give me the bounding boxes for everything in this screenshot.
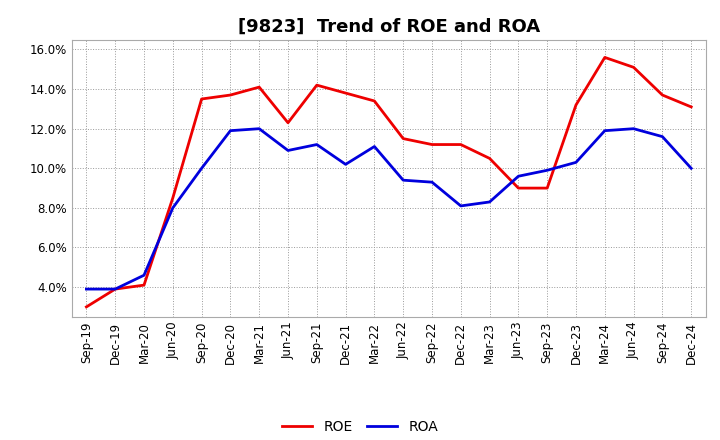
ROE xyxy=(514,186,523,191)
ROE xyxy=(428,142,436,147)
ROA xyxy=(543,168,552,173)
Title: [9823]  Trend of ROE and ROA: [9823] Trend of ROE and ROA xyxy=(238,17,540,35)
ROE xyxy=(456,142,465,147)
ROA xyxy=(255,126,264,131)
ROA xyxy=(428,180,436,185)
ROA xyxy=(284,148,292,153)
ROE xyxy=(82,304,91,310)
Line: ROA: ROA xyxy=(86,128,691,289)
ROE xyxy=(370,98,379,103)
ROA xyxy=(514,173,523,179)
ROE xyxy=(197,96,206,102)
ROE xyxy=(485,156,494,161)
ROA xyxy=(600,128,609,133)
ROE xyxy=(111,286,120,292)
ROA xyxy=(370,144,379,149)
Line: ROE: ROE xyxy=(86,57,691,307)
ROA xyxy=(168,205,177,210)
ROE xyxy=(629,65,638,70)
ROA xyxy=(629,126,638,131)
ROE xyxy=(543,186,552,191)
ROA xyxy=(658,134,667,139)
ROE xyxy=(168,195,177,201)
ROE xyxy=(687,104,696,110)
ROE xyxy=(312,83,321,88)
ROE xyxy=(572,102,580,107)
ROA xyxy=(226,128,235,133)
ROA xyxy=(82,286,91,292)
ROE xyxy=(658,92,667,98)
ROA xyxy=(399,177,408,183)
ROA xyxy=(485,199,494,205)
ROE xyxy=(600,55,609,60)
ROA xyxy=(687,165,696,171)
ROA xyxy=(140,272,148,278)
ROE xyxy=(226,92,235,98)
ROE xyxy=(341,90,350,95)
ROA xyxy=(572,160,580,165)
ROA xyxy=(341,161,350,167)
ROA xyxy=(197,165,206,171)
ROE xyxy=(284,120,292,125)
ROA xyxy=(456,203,465,209)
ROA xyxy=(312,142,321,147)
ROE xyxy=(255,84,264,90)
ROE xyxy=(399,136,408,141)
Legend: ROE, ROA: ROE, ROA xyxy=(276,415,444,440)
ROA xyxy=(111,286,120,292)
ROE xyxy=(140,282,148,288)
